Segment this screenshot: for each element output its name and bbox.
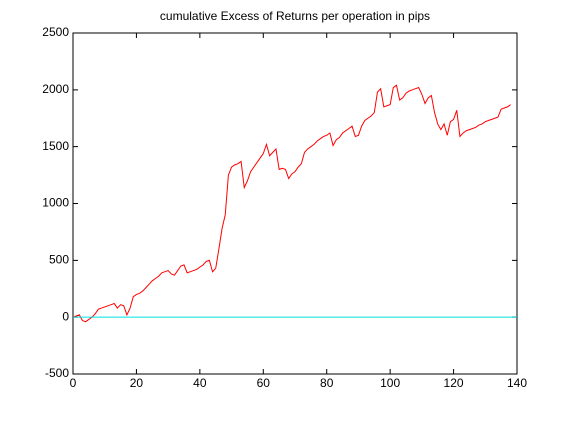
data-line xyxy=(72,84,511,323)
chart-title: cumulative Excess of Returns per operati… xyxy=(160,9,430,23)
plot-area xyxy=(72,32,518,375)
x-tick-label: 80 xyxy=(320,376,334,390)
x-tick-label: 100 xyxy=(380,376,400,390)
x-tick-label: 140 xyxy=(507,376,527,390)
x-tick-label: 0 xyxy=(70,376,77,390)
x-tick-label: 60 xyxy=(257,376,271,390)
y-tick-label: 1500 xyxy=(42,139,69,153)
y-tick-label: 2000 xyxy=(42,82,69,96)
y-tick-label: 2500 xyxy=(42,25,69,39)
y-tick-label: -500 xyxy=(45,366,69,380)
x-tick-label: 120 xyxy=(444,376,464,390)
y-tick-label: 0 xyxy=(62,309,69,323)
x-tick-label: 20 xyxy=(130,376,144,390)
y-tick-label: 1000 xyxy=(42,196,69,210)
x-tick-label: 40 xyxy=(193,376,207,390)
y-tick-label: 500 xyxy=(49,253,69,267)
